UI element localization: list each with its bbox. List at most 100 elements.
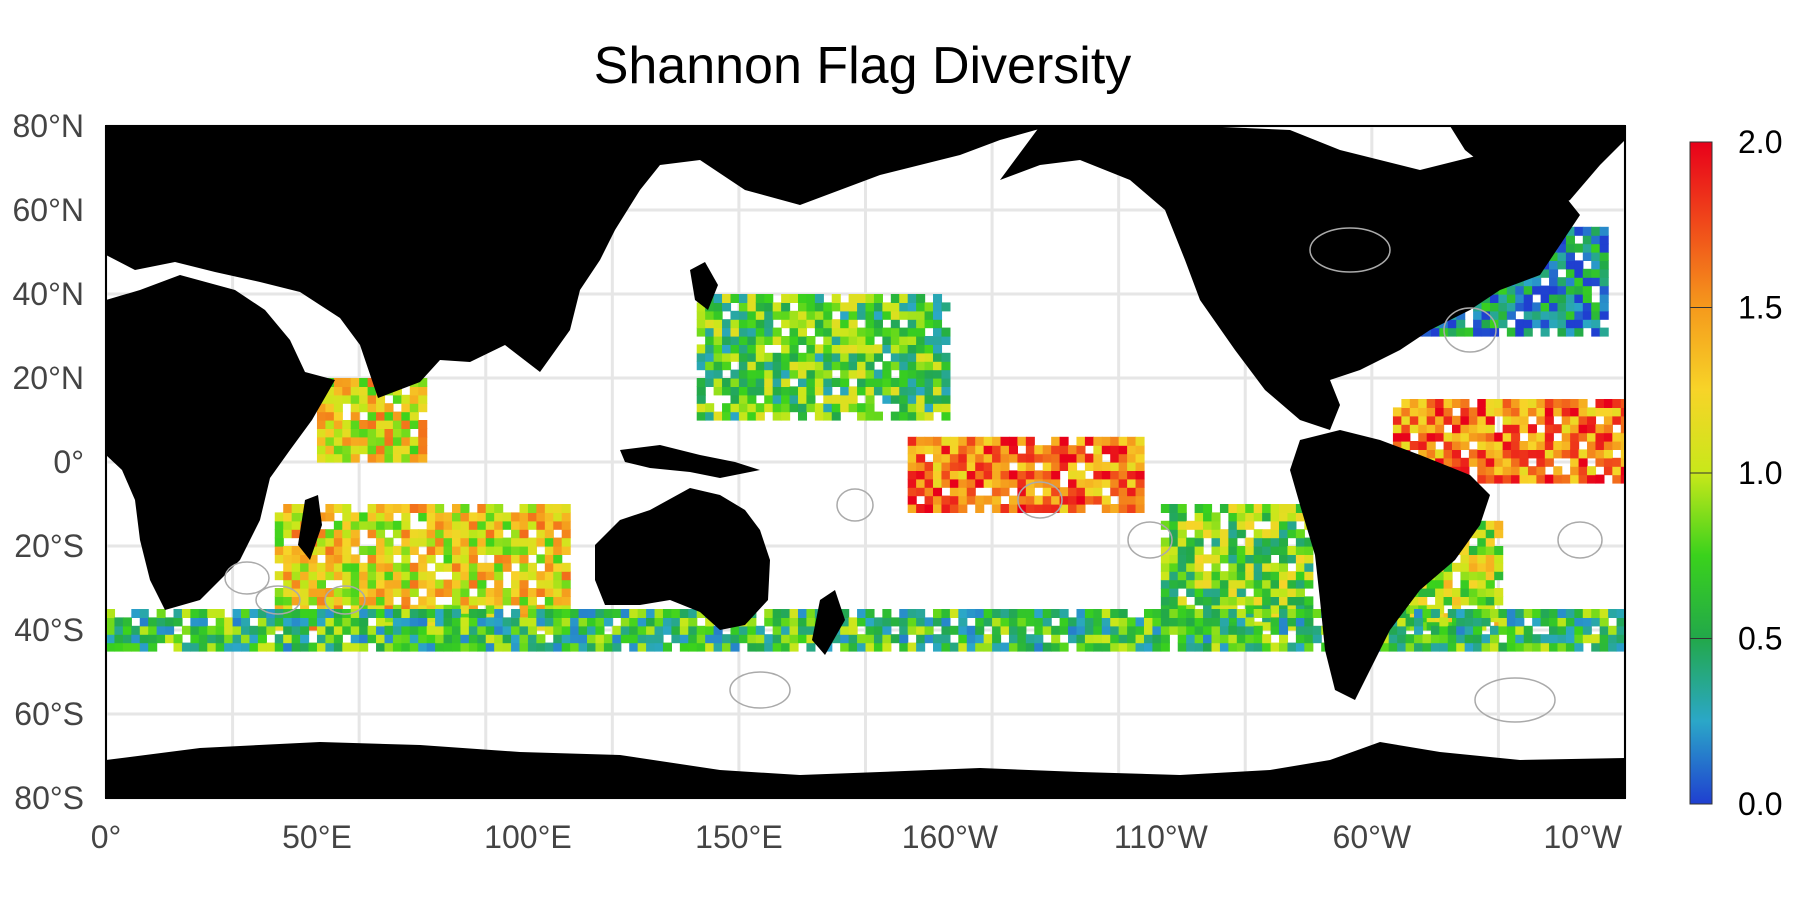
heat-cell <box>1489 609 1500 618</box>
heat-cell <box>553 625 563 635</box>
heat-cell <box>1051 445 1061 455</box>
heat-cell <box>933 327 943 337</box>
heat-cell <box>1017 453 1027 463</box>
heat-cell <box>781 336 791 345</box>
heat-cell <box>401 625 411 635</box>
heat-cell <box>376 634 386 644</box>
heat-cell <box>485 617 495 627</box>
heat-cell <box>890 327 900 337</box>
heat-cell <box>451 546 462 555</box>
heat-cell <box>916 352 926 362</box>
heat-cell <box>806 378 816 387</box>
heat-cell <box>274 588 284 597</box>
heat-cell <box>941 361 951 371</box>
heat-cell <box>924 310 934 320</box>
heat-cell <box>747 361 757 371</box>
heat-cell <box>1194 596 1204 606</box>
heat-cell <box>241 609 251 618</box>
heat-cell <box>764 369 774 379</box>
heat-cell <box>114 642 124 652</box>
heat-cell <box>1582 243 1592 253</box>
heat-cell <box>1017 609 1027 618</box>
heat-cell <box>1578 424 1588 434</box>
heat-cell <box>359 609 369 618</box>
heat-cell <box>232 617 242 627</box>
heat-cell <box>882 609 892 618</box>
heat-cell <box>1540 617 1550 627</box>
heat-cell <box>561 520 571 530</box>
heat-cell <box>325 554 335 564</box>
heat-cell <box>797 369 808 379</box>
heat-cell <box>949 495 959 505</box>
heat-cell <box>899 609 909 618</box>
heat-cell <box>907 453 917 463</box>
heat-cell <box>1076 445 1086 455</box>
heat-cell <box>797 386 808 396</box>
heat-cell <box>1194 617 1204 627</box>
heat-cell <box>890 634 900 644</box>
heat-cell <box>705 642 715 652</box>
heat-cell <box>1473 319 1483 329</box>
heat-cell <box>1430 642 1440 652</box>
heat-cell <box>781 319 791 329</box>
heat-cell <box>1582 302 1592 312</box>
boundary-contours <box>224 227 1603 723</box>
heat-cell <box>772 369 782 379</box>
heat-cell <box>1473 642 1483 652</box>
heat-cell <box>1101 504 1111 513</box>
heat-cell <box>907 445 917 455</box>
heat-cell <box>1557 302 1567 312</box>
heat-cell <box>1477 554 1487 564</box>
heat-cell <box>806 634 816 644</box>
heat-cell <box>865 625 875 635</box>
heat-cell <box>527 571 537 581</box>
heat-cell <box>781 634 791 644</box>
heat-cell <box>1093 617 1103 627</box>
heat-cell <box>1177 625 1187 635</box>
heat-cell <box>747 617 757 627</box>
heat-cell <box>350 609 360 618</box>
heat-cell <box>1477 537 1487 547</box>
heat-cell <box>1544 441 1554 450</box>
heat-cell <box>1443 415 1453 425</box>
heat-cell <box>755 327 765 337</box>
heat-cell <box>1532 642 1542 652</box>
heat-cell <box>1527 466 1537 476</box>
heat-cell <box>831 336 841 345</box>
heat-cell <box>342 546 352 555</box>
heat-cell <box>1426 407 1436 417</box>
heat-cell <box>418 579 428 589</box>
heat-cell <box>1557 310 1567 320</box>
heat-cell <box>1477 579 1487 589</box>
heat-cell <box>1549 625 1559 635</box>
heat-cell <box>1506 609 1516 618</box>
heat-cell <box>359 617 369 627</box>
heat-cell <box>1587 424 1597 434</box>
heat-cell <box>772 411 782 421</box>
heat-cell <box>1502 424 1512 434</box>
heat-cell <box>519 554 529 564</box>
heat-cell <box>477 625 487 635</box>
heat-cell <box>823 411 833 421</box>
heat-cell <box>1236 520 1246 530</box>
heat-cell <box>1409 407 1419 417</box>
heat-cell <box>1456 310 1466 320</box>
heat-cell <box>451 625 462 635</box>
heat-cell <box>1489 634 1500 644</box>
heat-cell <box>907 470 917 480</box>
heat-cell <box>325 596 335 606</box>
heat-cell <box>1612 457 1622 467</box>
heat-cell <box>435 634 445 644</box>
heat-cell <box>975 436 985 446</box>
heat-cell <box>941 302 951 312</box>
heat-cell <box>1460 554 1470 564</box>
heat-cell <box>1245 604 1255 614</box>
heat-cell <box>536 642 546 652</box>
heat-cell <box>1295 609 1305 618</box>
heat-cell <box>1608 642 1618 652</box>
heat-cell <box>190 642 200 652</box>
heat-cell <box>350 453 360 463</box>
heat-cell <box>992 462 1002 471</box>
heat-cell <box>1228 562 1238 572</box>
heat-cell <box>603 617 613 627</box>
